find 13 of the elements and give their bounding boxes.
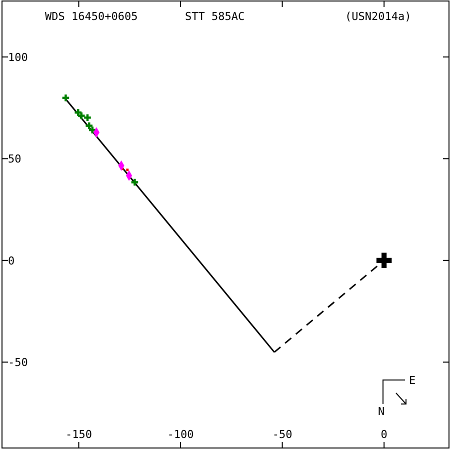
x-tick-label: -150 — [65, 428, 92, 441]
x-tick-label: -100 — [167, 428, 194, 441]
text: WDS 16450+0605 — [45, 10, 138, 23]
y-tick-label: 50 — [8, 152, 22, 166]
y-tick-label: 100 — [8, 50, 28, 64]
x-tick-label: 0 — [380, 428, 388, 441]
text: STT 585AC — [185, 10, 245, 23]
annotation: E — [409, 374, 416, 387]
annotation: (USN2014a) — [345, 10, 412, 23]
annotation: N — [378, 405, 385, 418]
y-tick-label: 0 — [8, 254, 15, 268]
x-tick-label: -50 — [272, 428, 292, 441]
y-tick-label: -50 — [8, 356, 28, 370]
